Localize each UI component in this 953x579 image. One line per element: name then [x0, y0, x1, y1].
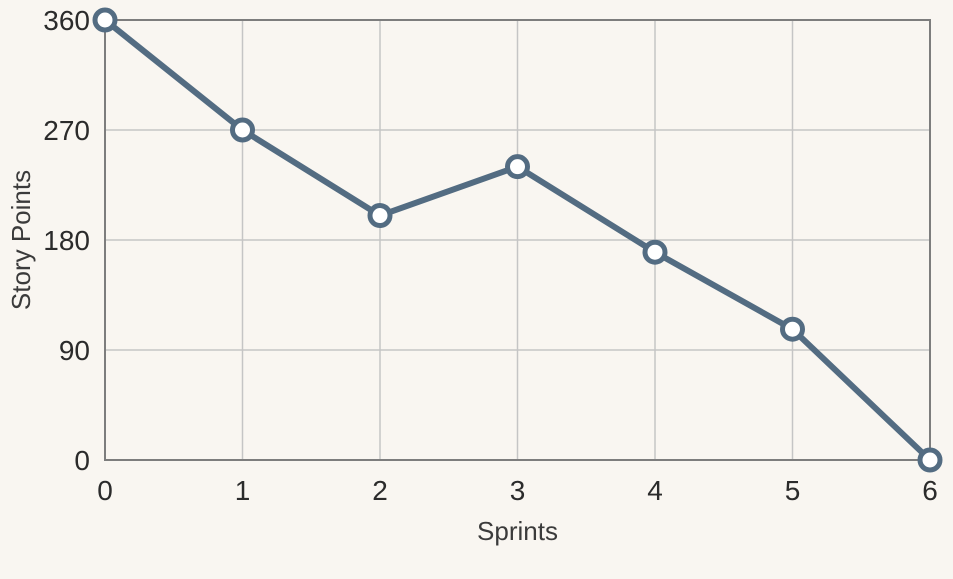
x-axis-label: Sprints	[477, 516, 558, 546]
data-point	[645, 242, 665, 262]
y-tick-label: 90	[59, 335, 90, 366]
y-axis-label: Story Points	[6, 170, 36, 310]
x-tick-label: 5	[785, 475, 801, 506]
x-tick-label: 3	[510, 475, 526, 506]
burndown-chart: 0 1 2 3 4 5 6 0 90 180 270 360 Sprints Story Points	[0, 0, 953, 579]
x-tick-label: 0	[97, 475, 113, 506]
data-point	[95, 10, 115, 30]
data-point	[233, 120, 253, 140]
x-tick-label: 2	[372, 475, 388, 506]
chart-bg	[0, 0, 953, 579]
x-tick-label: 1	[235, 475, 251, 506]
data-point	[920, 450, 940, 470]
y-tick-label: 270	[43, 115, 90, 146]
x-tick-label: 4	[647, 475, 663, 506]
data-point	[370, 206, 390, 226]
chart-canvas: 0 1 2 3 4 5 6 0 90 180 270 360 Sprints Story Points	[0, 0, 953, 579]
y-tick-label: 0	[74, 445, 90, 476]
data-point	[783, 319, 803, 339]
y-tick-label: 180	[43, 225, 90, 256]
data-point	[508, 157, 528, 177]
x-tick-label: 6	[922, 475, 938, 506]
y-tick-label: 360	[43, 5, 90, 36]
